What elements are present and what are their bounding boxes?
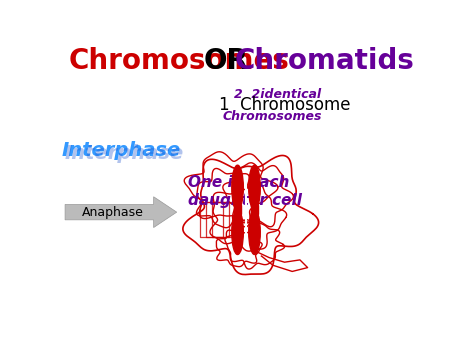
Text: Chromosomes: Chromosomes: [223, 110, 322, 123]
Text: One in each
daughter cell: One in each daughter cell: [188, 175, 302, 208]
Text: Anaphase: Anaphase: [82, 206, 144, 219]
Polygon shape: [234, 205, 241, 214]
Text: OR: OR: [204, 47, 248, 74]
Text: 1  Chromosome: 1 Chromosome: [219, 96, 351, 114]
Ellipse shape: [249, 210, 260, 254]
Ellipse shape: [232, 210, 243, 254]
Text: Chromosomes: Chromosomes: [69, 47, 290, 74]
Polygon shape: [252, 205, 257, 214]
Ellipse shape: [232, 165, 243, 210]
Text: Interphase: Interphase: [61, 141, 180, 159]
Polygon shape: [65, 197, 177, 227]
Text: Chromatids: Chromatids: [234, 47, 414, 74]
Text: 2  2identical: 2 2identical: [234, 88, 322, 101]
Text: Interphase: Interphase: [64, 144, 184, 163]
Ellipse shape: [249, 165, 260, 210]
